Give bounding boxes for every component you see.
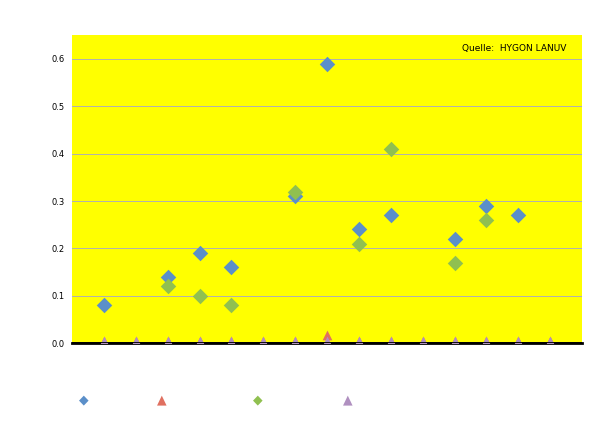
Point bbox=[227, 302, 236, 309]
Point bbox=[290, 193, 300, 200]
Point bbox=[163, 338, 172, 345]
Point bbox=[259, 338, 268, 345]
Point bbox=[163, 283, 172, 290]
Point bbox=[227, 338, 236, 345]
Point bbox=[290, 188, 300, 195]
Point bbox=[259, 338, 268, 345]
Point bbox=[99, 338, 109, 345]
Point bbox=[354, 240, 364, 247]
Point bbox=[514, 338, 523, 345]
Point bbox=[450, 338, 460, 345]
Point bbox=[227, 338, 236, 345]
Point bbox=[482, 338, 491, 345]
Point bbox=[194, 249, 204, 257]
Point bbox=[386, 145, 395, 152]
Point bbox=[354, 338, 364, 345]
Point bbox=[482, 338, 491, 345]
Point bbox=[131, 338, 140, 345]
Point bbox=[99, 302, 109, 309]
Text: ◆: ◆ bbox=[253, 394, 263, 407]
Point bbox=[386, 338, 395, 345]
Point bbox=[163, 338, 172, 345]
Point bbox=[227, 264, 236, 271]
Point bbox=[545, 338, 555, 345]
Text: ▲: ▲ bbox=[157, 394, 167, 407]
Point bbox=[450, 338, 460, 345]
Point bbox=[99, 338, 109, 345]
Point bbox=[322, 60, 332, 67]
Point bbox=[482, 202, 491, 209]
Point bbox=[290, 338, 300, 345]
Text: ▲: ▲ bbox=[343, 394, 353, 407]
Point bbox=[354, 226, 364, 233]
Point bbox=[163, 273, 172, 280]
Point bbox=[194, 338, 204, 345]
Point bbox=[194, 292, 204, 299]
Point bbox=[131, 338, 140, 345]
Point bbox=[450, 235, 460, 242]
Point bbox=[418, 338, 427, 345]
Point bbox=[194, 338, 204, 345]
Point bbox=[514, 212, 523, 219]
Point bbox=[450, 259, 460, 266]
Point bbox=[386, 212, 395, 219]
Point bbox=[322, 331, 332, 338]
Text: ◆: ◆ bbox=[79, 394, 89, 407]
Point bbox=[482, 216, 491, 224]
Point bbox=[514, 338, 523, 345]
Point bbox=[545, 338, 555, 345]
Text: Quelle:  HYGON LANUV: Quelle: HYGON LANUV bbox=[463, 44, 567, 53]
Point bbox=[418, 338, 427, 345]
Point bbox=[354, 338, 364, 345]
Point bbox=[386, 338, 395, 345]
Point bbox=[322, 338, 332, 345]
Point bbox=[290, 338, 300, 345]
